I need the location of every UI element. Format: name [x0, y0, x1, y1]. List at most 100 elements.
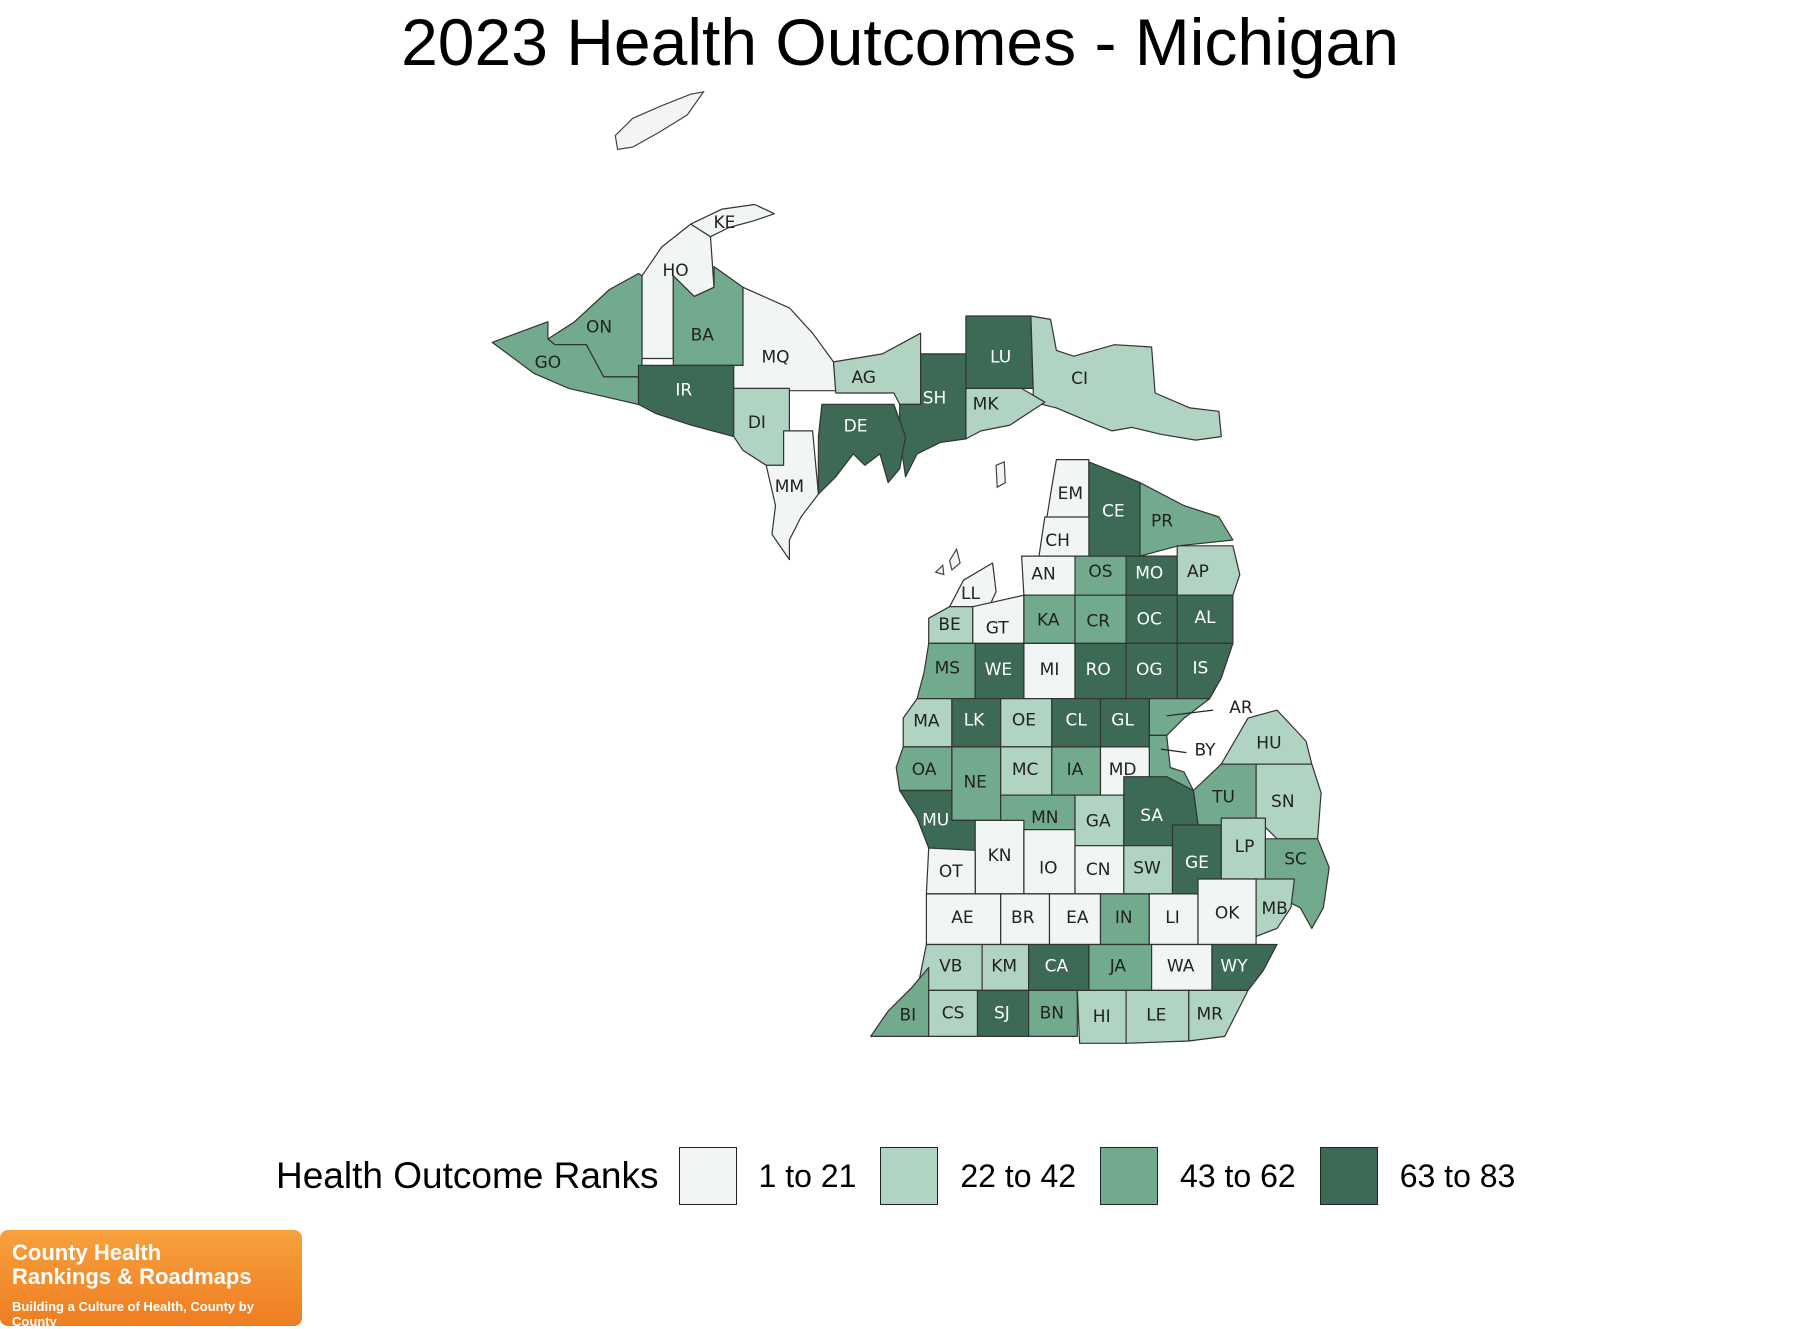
- county-label-os: OS: [1088, 562, 1112, 582]
- county-label-vb: VB: [939, 956, 962, 976]
- county-label-mk: MK: [973, 394, 1000, 414]
- county-label-pr: PR: [1151, 512, 1173, 532]
- county-label-mq: MQ: [761, 347, 789, 367]
- county-label-lu: LU: [990, 347, 1011, 367]
- county-label-ar: AR: [1229, 698, 1253, 718]
- county-label-ok: OK: [1215, 904, 1240, 924]
- county-label-ke: KE: [713, 213, 735, 233]
- county-label-de: DE: [844, 416, 868, 436]
- county-label-sh: SH: [923, 389, 947, 409]
- county-label-br: BR: [1011, 908, 1035, 928]
- county-label-in: IN: [1115, 908, 1133, 928]
- county-label-mu: MU: [922, 810, 949, 830]
- county-label-sn: SN: [1271, 792, 1295, 812]
- island-1: [948, 547, 961, 571]
- county-ir[interactable]: [637, 364, 735, 438]
- county-mr[interactable]: [1188, 989, 1249, 1042]
- county-label-le: LE: [1146, 1006, 1166, 1026]
- county-label-li: LI: [1165, 908, 1180, 928]
- legend-title: Health Outcome Ranks: [276, 1155, 659, 1196]
- county-mq[interactable]: [733, 286, 837, 392]
- county-label-ka: KA: [1037, 611, 1060, 631]
- county-label-ea: EA: [1066, 908, 1089, 928]
- island-0: [995, 461, 1006, 489]
- legend-item: 43 to 62: [1100, 1147, 1302, 1205]
- county-label-oc: OC: [1137, 609, 1162, 629]
- county-ar[interactable]: [1148, 698, 1211, 736]
- county-label-go: GO: [535, 353, 562, 373]
- county-ll[interactable]: [949, 562, 997, 608]
- county-label-ho: HO: [663, 261, 689, 281]
- county-label-ot: OT: [939, 862, 963, 882]
- county-label-gt: GT: [986, 619, 1010, 639]
- county-label-bi: BI: [899, 1006, 916, 1026]
- county-label-ja: JA: [1109, 956, 1127, 976]
- county-label-mb: MB: [1262, 899, 1288, 919]
- county-label-on: ON: [586, 318, 612, 338]
- county-label-sc: SC: [1284, 850, 1307, 870]
- county-label-al: AL: [1194, 608, 1216, 628]
- county-label-bn: BN: [1040, 1003, 1064, 1023]
- legend-item: 63 to 83: [1319, 1147, 1522, 1205]
- county-ag[interactable]: [832, 332, 922, 405]
- legend-swatch: [880, 1147, 939, 1205]
- county-label-sj: SJ: [994, 1003, 1010, 1023]
- county-label-sa: SA: [1140, 806, 1163, 826]
- county-label-oa: OA: [912, 760, 937, 780]
- county-label-cn: CN: [1086, 860, 1111, 880]
- leader-line-by: [1160, 748, 1187, 754]
- county-label-ms: MS: [935, 659, 960, 679]
- legend-swatch: [1100, 1147, 1159, 1205]
- county-label-wy: WY: [1220, 956, 1248, 976]
- county-label-ga: GA: [1086, 812, 1111, 832]
- county-label-ch: CH: [1045, 531, 1070, 551]
- county-label-mc: MC: [1012, 760, 1039, 780]
- county-label-ce: CE: [1102, 501, 1125, 521]
- county-label-ir: IR: [675, 381, 692, 401]
- county-ke[interactable]: [690, 203, 775, 238]
- county-wy[interactable]: [1211, 943, 1278, 991]
- county-is[interactable]: [1176, 642, 1234, 700]
- county-label-mo: MO: [1135, 563, 1163, 583]
- county-mk[interactable]: [965, 387, 1046, 440]
- county-label-em: EM: [1058, 484, 1083, 504]
- county-label-og: OG: [1136, 660, 1163, 680]
- county-label-ag: AG: [851, 368, 876, 388]
- county-label-mr: MR: [1196, 1005, 1223, 1025]
- county-label-an: AN: [1031, 565, 1055, 585]
- county-mm[interactable]: [765, 430, 819, 561]
- county-label-sw: SW: [1133, 859, 1161, 879]
- logo-line-1: County Health: [12, 1240, 162, 1265]
- county-label-mm: MM: [775, 477, 804, 497]
- county-label-ap: AP: [1187, 562, 1209, 582]
- county-bi[interactable]: [870, 966, 930, 1037]
- county-label-hi: HI: [1093, 1007, 1111, 1027]
- county-bn[interactable]: [1028, 989, 1078, 1037]
- county-label-km: KM: [991, 956, 1017, 976]
- county-label-ba: BA: [691, 326, 715, 346]
- legend-swatch: [678, 1147, 737, 1205]
- legend-label: 63 to 83: [1399, 1157, 1516, 1194]
- county-label-ma: MA: [913, 712, 940, 732]
- page-title: 2023 Health Outcomes - Michigan: [401, 5, 1399, 79]
- county-label-ne: NE: [963, 773, 986, 793]
- county-label-oe: OE: [1012, 710, 1036, 730]
- legend: Health Outcome Ranks 1 to 21 22 to 42 43…: [276, 1145, 1539, 1207]
- county-label-cr: CR: [1086, 612, 1110, 632]
- leader-line-ar: [1166, 709, 1214, 717]
- county-ci[interactable]: [1030, 315, 1222, 441]
- chrr-logo: County Health Rankings & Roadmaps Buildi…: [0, 1230, 302, 1329]
- legend-swatch: [1319, 1147, 1378, 1205]
- county-de[interactable]: [817, 403, 907, 495]
- legend-item: 22 to 42: [880, 1147, 1082, 1205]
- county-ap[interactable]: [1176, 545, 1241, 596]
- county-mb[interactable]: [1255, 878, 1295, 937]
- county-label-by: BY: [1194, 740, 1216, 760]
- county-label-di: DI: [748, 413, 766, 433]
- legend-label: 43 to 62: [1180, 1157, 1296, 1194]
- county-label-lk: LK: [964, 710, 985, 730]
- isle-royale: [614, 91, 705, 151]
- county-label-wa: WA: [1167, 956, 1195, 976]
- county-label-is: IS: [1192, 659, 1208, 679]
